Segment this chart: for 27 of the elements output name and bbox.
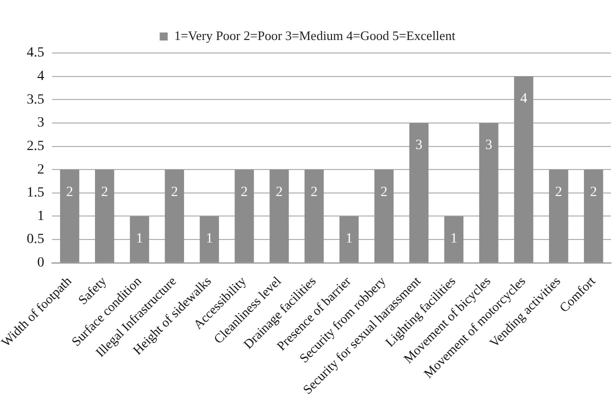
data-label: 3 (485, 138, 492, 154)
data-label: 2 (170, 184, 178, 200)
y-tick-label: 4 (37, 68, 44, 84)
y-tick-label: 1.5 (26, 186, 44, 201)
data-label: 1 (136, 231, 144, 246)
data-label: 2 (101, 184, 108, 200)
data-label: 2 (380, 184, 388, 200)
data-label: 2 (590, 184, 598, 200)
y-tick-label: 2.5 (26, 138, 44, 154)
data-label: 2 (240, 184, 248, 200)
y-tick-label: 0.5 (26, 232, 44, 248)
data-label: 4 (520, 92, 528, 107)
y-tick-label: 4.5 (26, 46, 44, 61)
data-label: 2 (66, 184, 74, 200)
data-label: 1 (346, 231, 353, 246)
y-tick-label: 3.5 (26, 92, 44, 108)
data-label: 1 (450, 231, 458, 246)
data-label: 2 (310, 184, 318, 200)
y-tick-label: 3 (37, 116, 44, 131)
data-label: 2 (276, 184, 283, 200)
data-label: 2 (555, 184, 562, 200)
data-label: 3 (415, 138, 422, 154)
y-tick-label: 0 (37, 256, 44, 271)
legend-label: 1=Very Poor 2=Poor 3=Medium 4=Good 5=Excellent (174, 28, 456, 43)
data-label: 1 (206, 231, 213, 246)
y-tick-label: 1 (37, 208, 44, 224)
y-tick-label: 2 (37, 162, 44, 178)
